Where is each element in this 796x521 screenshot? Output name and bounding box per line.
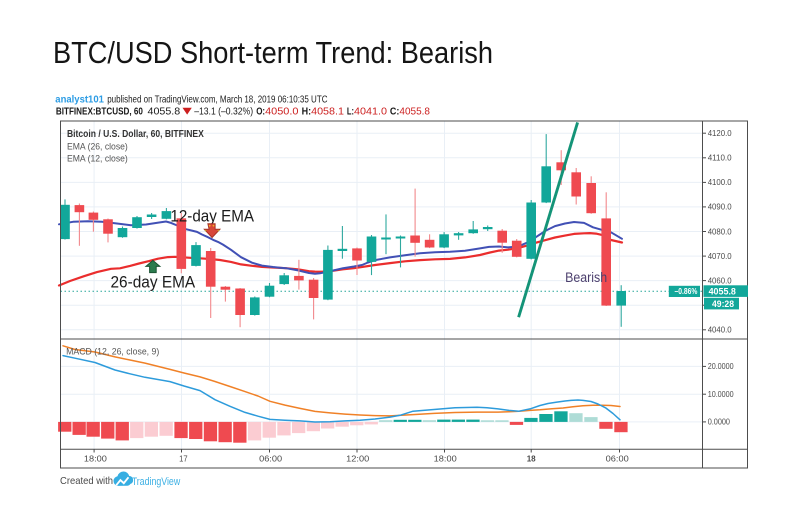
svg-text:10.0000: 10.0000	[708, 389, 734, 399]
svg-text:Created with: Created with	[60, 476, 113, 487]
svg-text:4070.0: 4070.0	[708, 251, 732, 261]
svg-text:Bearish: Bearish	[565, 270, 607, 285]
svg-text:4040.0: 4040.0	[708, 325, 732, 335]
svg-text:Bitcoin / U.S. Dollar, 60, BIT: Bitcoin / U.S. Dollar, 60, BITFINEX	[67, 129, 204, 140]
svg-text:0.0000: 0.0000	[708, 417, 731, 427]
svg-text:17: 17	[179, 453, 188, 463]
svg-text:26-day EMA: 26-day EMA	[111, 272, 196, 291]
svg-text:12-day EMA: 12-day EMA	[170, 206, 254, 225]
svg-text:20.0000: 20.0000	[708, 361, 734, 371]
svg-text:4100.0: 4100.0	[708, 177, 732, 187]
svg-text:BTC/USD Short-term Trend: Bear: BTC/USD Short-term Trend: Bearish	[53, 35, 493, 70]
svg-text:4120.0: 4120.0	[708, 128, 732, 138]
svg-text:–0.86%: –0.86%	[675, 287, 698, 296]
svg-text:MACD (12, 26, close, 9): MACD (12, 26, close, 9)	[66, 347, 159, 358]
svg-text:4060.0: 4060.0	[708, 275, 732, 285]
svg-text:4080.0: 4080.0	[708, 226, 732, 236]
svg-text:4110.0: 4110.0	[708, 153, 732, 163]
svg-text:18: 18	[527, 453, 536, 463]
svg-text:EMA (26, close): EMA (26, close)	[67, 141, 128, 152]
svg-text:EMA (12, close): EMA (12, close)	[67, 153, 128, 164]
svg-text:4090.0: 4090.0	[708, 202, 732, 212]
svg-text:18:00: 18:00	[434, 453, 457, 463]
svg-text:18:00: 18:00	[84, 453, 107, 463]
svg-text:12:00: 12:00	[346, 453, 369, 463]
svg-text:06:00: 06:00	[259, 453, 282, 463]
svg-text:4055.8: 4055.8	[709, 286, 736, 296]
svg-text:49:28: 49:28	[712, 299, 734, 309]
svg-text:06:00: 06:00	[606, 453, 629, 463]
svg-text:TradingView: TradingView	[132, 476, 181, 488]
